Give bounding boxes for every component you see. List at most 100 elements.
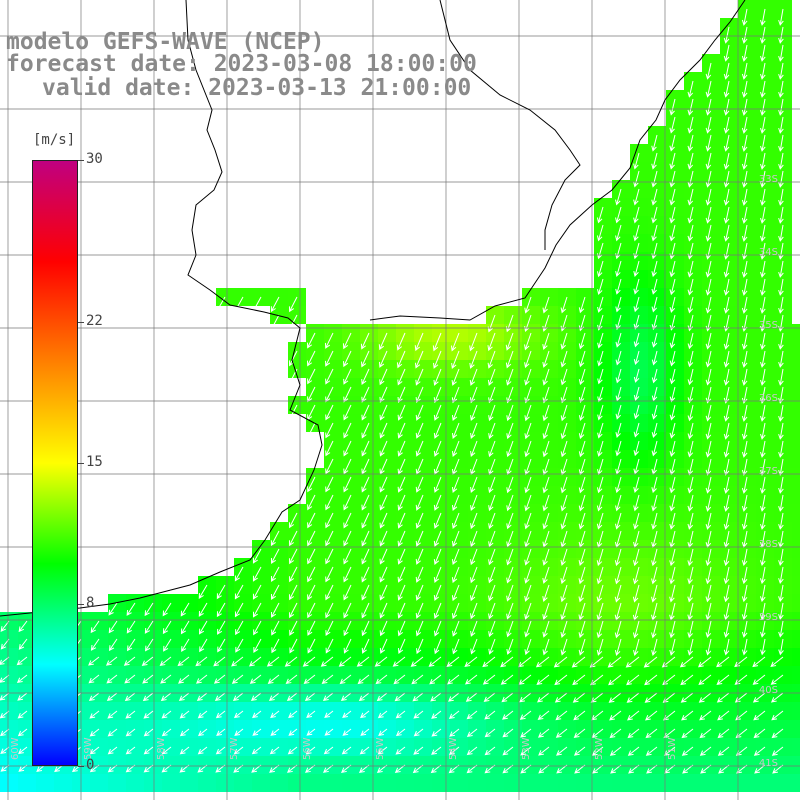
wind-arrow [506, 638, 514, 655]
wind-arrow [306, 710, 316, 719]
wind-arrow [633, 368, 640, 383]
wind-arrow [681, 728, 694, 739]
wind-arrow [343, 512, 352, 529]
wind-arrow [178, 674, 190, 684]
wind-speed-cell [792, 666, 800, 684]
wind-arrow [487, 332, 496, 352]
wind-arrow [506, 494, 514, 512]
wind-speed-cell [792, 720, 800, 738]
wind-arrow [596, 206, 604, 224]
wind-arrow [361, 458, 370, 475]
wind-arrow [705, 242, 712, 260]
wind-arrow [361, 350, 370, 368]
wind-arrow [554, 674, 568, 686]
wind-arrow [615, 476, 622, 494]
wind-arrow [433, 512, 442, 529]
wind-arrow [607, 656, 622, 668]
wind-arrow [560, 566, 568, 585]
wind-arrow [506, 404, 514, 422]
wind-arrow [432, 332, 442, 352]
wind-arrow [180, 602, 190, 617]
wind-arrow [502, 728, 514, 738]
wind-arrow [615, 350, 622, 366]
wind-arrow [705, 116, 712, 134]
wind-arrow [597, 332, 604, 349]
wind-arrow [741, 242, 748, 260]
wind-arrow [361, 548, 370, 565]
wind-arrow [506, 548, 514, 566]
wind-arrow [271, 638, 280, 654]
wind-arrow [669, 206, 676, 224]
wind-arrow [397, 566, 406, 583]
wind-arrow [374, 656, 388, 667]
wind-arrow [431, 746, 442, 755]
wind-arrow [415, 584, 424, 601]
wind-arrow [340, 692, 352, 702]
wind-arrow [669, 296, 676, 314]
wind-arrow [578, 440, 586, 458]
wind-arrow [249, 674, 262, 684]
wind-arrow [470, 440, 478, 458]
wind-arrow [470, 494, 478, 512]
wind-arrow [397, 404, 406, 421]
wind-arrow [379, 548, 388, 565]
wind-arrow [106, 692, 118, 702]
wind-arrow [760, 278, 766, 296]
wind-arrow [270, 566, 280, 582]
wind-speed-cell [756, 774, 774, 792]
wind-arrow [760, 404, 766, 422]
wind-arrow [760, 224, 766, 242]
wind-arrow [687, 368, 694, 386]
wind-arrow [681, 746, 694, 756]
wind-arrow [451, 512, 460, 529]
wind-arrow [252, 710, 262, 719]
wind-arrow [643, 656, 658, 668]
wind-arrow [233, 746, 244, 755]
wind-arrow [723, 458, 730, 476]
wind-arrow [288, 512, 298, 529]
wind-arrow [723, 206, 730, 224]
wind-arrow [741, 80, 748, 98]
wind-arrow [271, 602, 280, 618]
wind-arrow [771, 728, 784, 739]
wind-arrow [343, 404, 352, 421]
wind-arrow [252, 728, 262, 736]
wind-arrow [705, 494, 712, 512]
wind-arrow [560, 296, 568, 314]
wind-arrow [615, 224, 622, 242]
colorbar-tick-label: 8 [86, 595, 95, 612]
colorbar-tick-label: 0 [86, 757, 95, 773]
wind-arrow [590, 692, 604, 703]
wind-speed-cell [468, 774, 486, 792]
wind-arrow [626, 692, 640, 703]
wind-arrow [687, 620, 694, 639]
wind-arrow [217, 620, 226, 635]
wind-arrow [17, 710, 28, 719]
wind-arrow [198, 728, 208, 737]
wind-arrow [125, 746, 136, 755]
wind-arrow [759, 566, 766, 585]
wind-arrow [578, 584, 586, 603]
wind-arrow [361, 386, 370, 403]
wind-arrow [143, 728, 154, 737]
wind-arrow [723, 638, 730, 656]
wind-arrow [325, 530, 334, 547]
wind-arrow [645, 746, 658, 756]
colorbar-tick-label: 30 [86, 151, 103, 167]
wind-arrow [484, 746, 496, 756]
wind-arrow [379, 386, 388, 403]
wind-arrow [198, 584, 208, 599]
colorbar-unit: [m/s] [33, 132, 76, 148]
wind-arrow [572, 692, 586, 703]
wind-arrow [324, 332, 334, 349]
wind-arrow [770, 674, 784, 685]
wind-arrow [343, 566, 352, 583]
wind-arrow [343, 638, 352, 654]
wind-arrow [760, 512, 766, 530]
wind-arrow [687, 494, 694, 512]
wind-arrow [741, 260, 748, 278]
wind-arrow [651, 224, 658, 242]
wind-arrow [0, 728, 10, 737]
wind-arrow [572, 674, 586, 686]
wind-arrow [379, 404, 388, 421]
